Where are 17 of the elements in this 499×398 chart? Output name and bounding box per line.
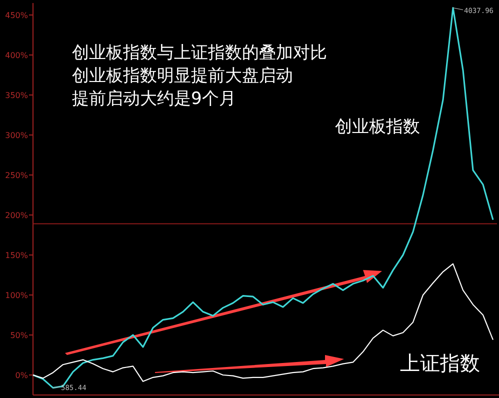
y-tick-label: 400%: [5, 50, 28, 60]
y-tick-label: 300%: [5, 130, 28, 140]
y-tick-label: 200%: [5, 210, 28, 220]
series-label: 创业板指数: [335, 117, 420, 137]
y-tick-label: 0%: [15, 370, 28, 380]
series-label: 上证指数: [400, 351, 480, 375]
line-series: [32, 7, 494, 389]
y-tick-label: 350%: [5, 90, 28, 100]
y-tick-label: 450%: [5, 10, 28, 20]
annotation: 创业板指数与上证指数的叠加对比: [72, 43, 327, 63]
y-tick-label: 50%: [10, 330, 28, 340]
y-tick-label: 250%: [5, 170, 28, 180]
y-tick-label: 100%: [5, 290, 28, 300]
annotation: 提前启动大约是9个月: [72, 89, 236, 109]
annotation: 创业板指数明显提前大盘启动: [72, 66, 293, 86]
y-tick-label: 150%: [5, 250, 28, 260]
line-series: [32, 263, 494, 382]
